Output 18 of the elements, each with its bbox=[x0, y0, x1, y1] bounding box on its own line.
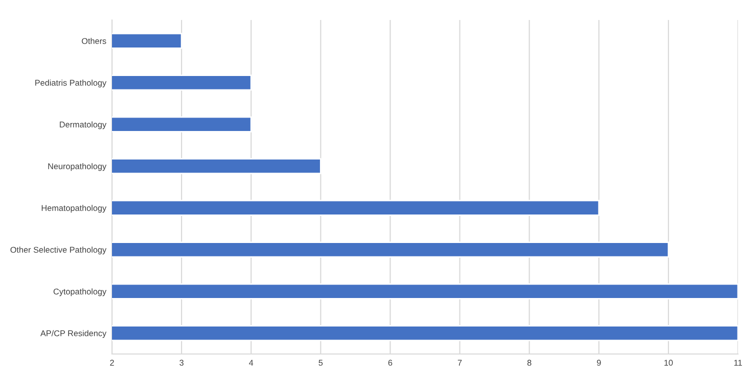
y-tick-label: Other Selective Pathology bbox=[10, 246, 106, 254]
y-tick-label: Others bbox=[82, 38, 106, 44]
x-tick-label: 2 bbox=[110, 360, 114, 366]
y-tick-label: Neuropathology bbox=[48, 163, 106, 171]
x-tick-label: 3 bbox=[180, 360, 184, 366]
x-tick-label: 4 bbox=[248, 360, 254, 366]
y-tick-label: Pediatris Pathology bbox=[35, 80, 106, 88]
x-tick-label: 8 bbox=[527, 360, 532, 366]
y-tick-label: Hematopathology bbox=[42, 204, 106, 213]
y-tick-label: Cytopathology bbox=[54, 288, 106, 296]
x-tick-label: 9 bbox=[596, 360, 601, 366]
y-tick-label: AP/CP Residency bbox=[40, 330, 106, 338]
x-tick-label: 10 bbox=[664, 360, 673, 366]
x-tick-label: 7 bbox=[458, 360, 462, 366]
x-tick-label: 5 bbox=[318, 360, 323, 366]
x-tick-label: 6 bbox=[388, 360, 392, 366]
y-tick-label: Dermatology bbox=[60, 121, 106, 130]
x-tick-label: 11 bbox=[734, 360, 742, 366]
